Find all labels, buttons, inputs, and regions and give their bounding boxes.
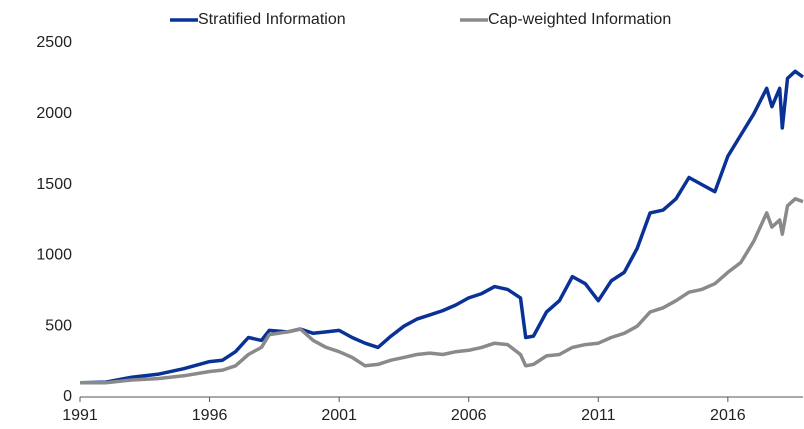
y-tick-label: 0 bbox=[63, 388, 72, 405]
x-tick-label: 1991 bbox=[62, 407, 98, 424]
y-tick-label: 2500 bbox=[36, 34, 72, 51]
series-line bbox=[79, 69, 804, 385]
x-tick-label: 1996 bbox=[192, 407, 228, 424]
x-tick-label: 2001 bbox=[321, 407, 357, 424]
y-tick-label: 1000 bbox=[36, 247, 72, 264]
x-tick-label: 2016 bbox=[710, 407, 746, 424]
y-tick-label: 500 bbox=[45, 317, 72, 334]
legend-label: Cap-weighted Information bbox=[488, 11, 671, 28]
series-line bbox=[80, 197, 804, 385]
y-tick-label: 2000 bbox=[36, 105, 72, 122]
x-tick-label: 2011 bbox=[581, 407, 616, 424]
y-tick-label: 1500 bbox=[36, 176, 72, 193]
x-tick-label: 2006 bbox=[451, 407, 487, 424]
legend-label: Stratified Information bbox=[198, 11, 346, 28]
